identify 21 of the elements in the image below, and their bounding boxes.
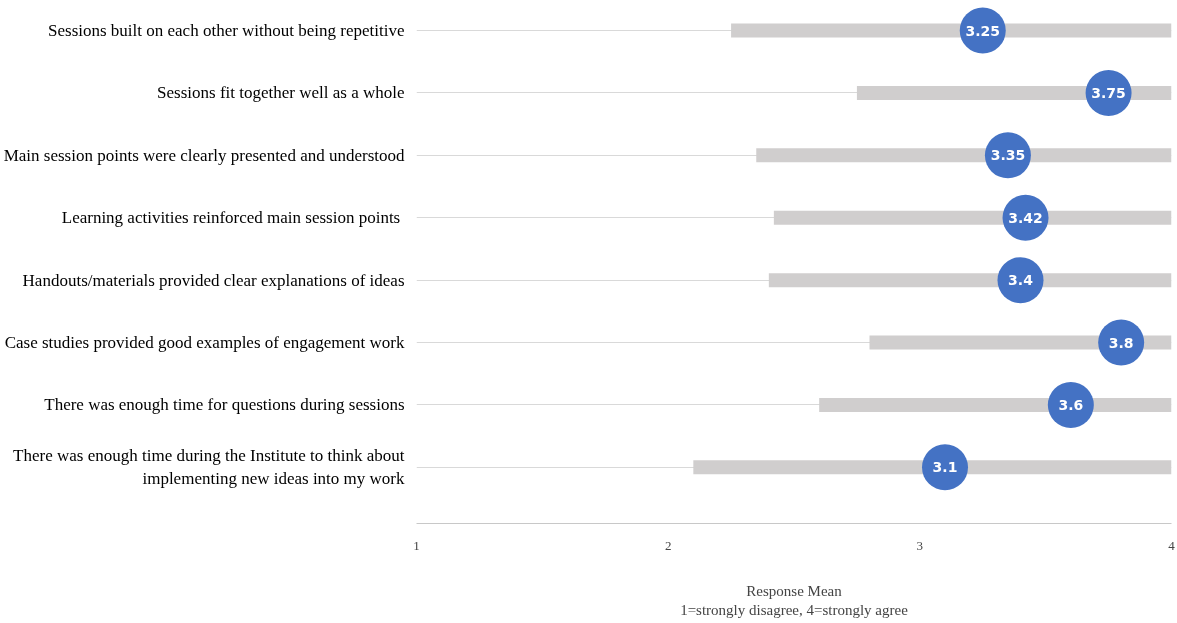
y-tick-label: There was enough time during the Institute to think about implementing new ideas into my work xyxy=(13,446,405,489)
data-label: 3.75 xyxy=(1091,84,1126,101)
y-tick-label: Sessions built on each other without being repetitive xyxy=(48,21,405,41)
data-label: 3.4 xyxy=(1008,272,1034,289)
data-label: 3.35 xyxy=(990,147,1026,164)
y-tick-label: Case studies provided good examples of engagement work xyxy=(4,333,405,353)
x-tick-label: 2 xyxy=(664,537,672,553)
y-tick-label: Learning activities reinforced main session points xyxy=(61,208,401,228)
y-tick-label: Main session points were clearly presented and understood xyxy=(3,145,405,165)
x-tick-label: 3 xyxy=(916,537,924,553)
x-tick-label: 4 xyxy=(1168,537,1176,553)
x-axis-title: Response Mean 1=strongly disagree, 4=strongly agree xyxy=(680,582,909,618)
data-label: 3.42 xyxy=(1008,209,1043,226)
y-tick-label: There was enough time for questions during sessions xyxy=(44,395,405,415)
y-tick-label: Handouts/materials provided clear explanations of ideas xyxy=(22,270,405,290)
data-label: 3.6 xyxy=(1058,396,1084,413)
data-label: 3.25 xyxy=(965,22,1001,39)
x-tick-label: 1 xyxy=(413,537,420,553)
data-label: 3.1 xyxy=(932,459,958,476)
y-tick-label: Sessions fit together well as a whole xyxy=(157,83,405,103)
data-label: 3.8 xyxy=(1108,334,1134,351)
